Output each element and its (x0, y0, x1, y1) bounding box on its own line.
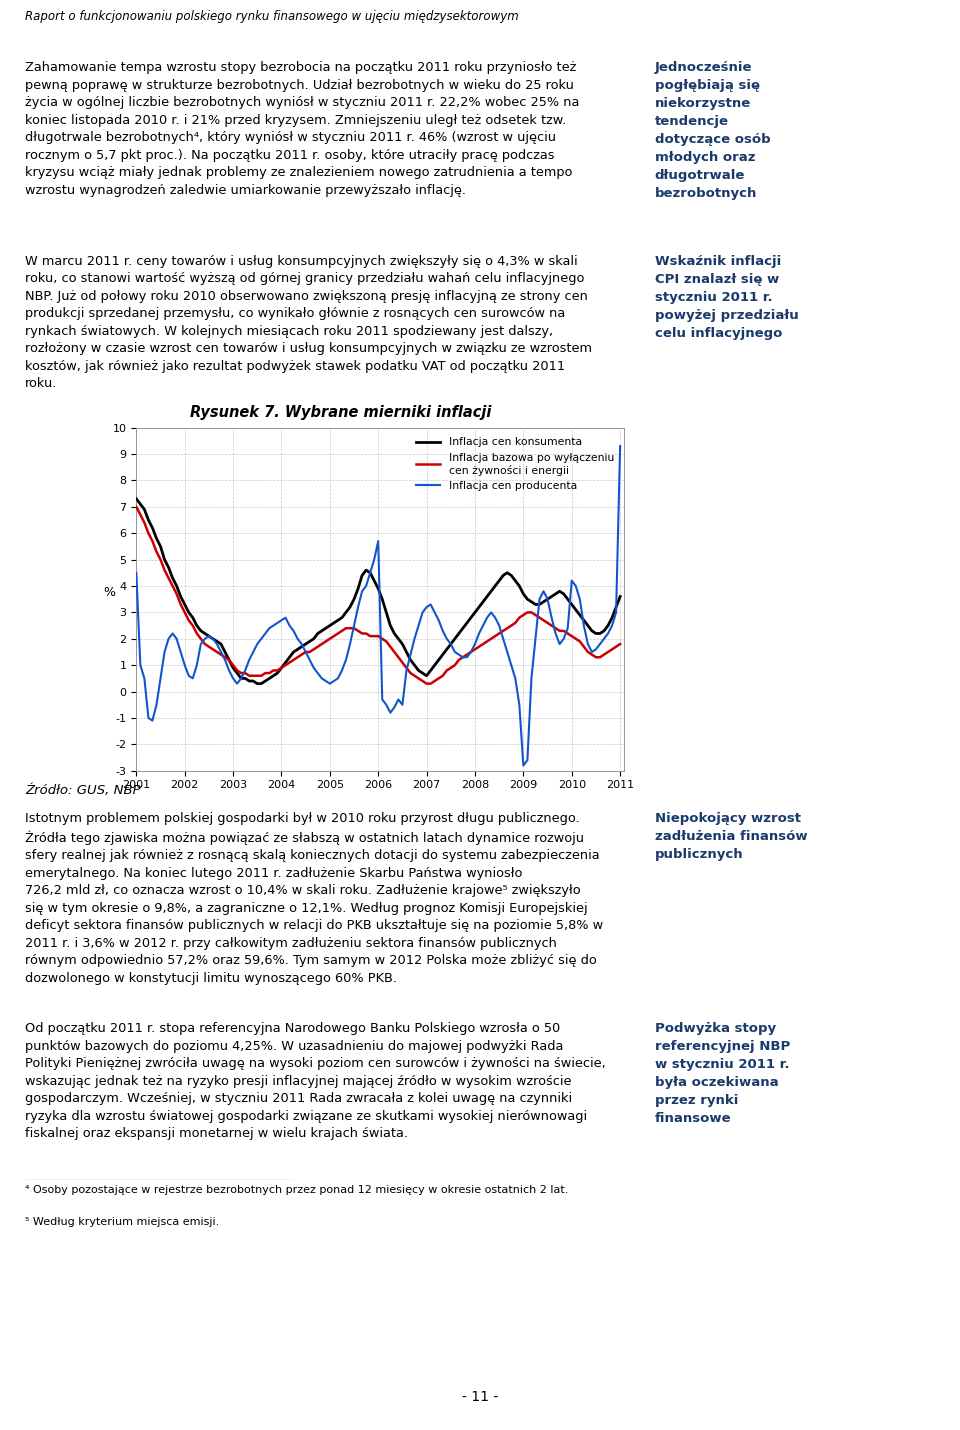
Text: - 11 -: - 11 - (462, 1390, 498, 1404)
Y-axis label: %: % (104, 586, 115, 599)
Text: ⁵ Według kryterium miejsca emisji.: ⁵ Według kryterium miejsca emisji. (25, 1217, 219, 1227)
Text: Jednocześnie
pogłębiają się
niekorzystne
tendencje
dotyczące osób
młodych oraz
d: Jednocześnie pogłębiają się niekorzystne… (655, 61, 770, 200)
Text: ⁴ Osoby pozostające w rejestrze bezrobotnych przez ponad 12 miesięcy w okresie o: ⁴ Osoby pozostające w rejestrze bezrobot… (25, 1185, 568, 1195)
Text: Rysunek 7. Wybrane mierniki inflacji: Rysunek 7. Wybrane mierniki inflacji (190, 406, 492, 420)
Text: Istotnym problemem polskiej gospodarki był w 2010 roku przyrost długu publiczneg: Istotnym problemem polskiej gospodarki b… (25, 812, 603, 985)
Text: Zahamowanie tempa wzrostu stopy bezrobocia na początku 2011 roku przyniosło też
: Zahamowanie tempa wzrostu stopy bezroboc… (25, 61, 579, 197)
Text: Źródło: GUS, NBP: Źródło: GUS, NBP (25, 784, 140, 797)
Text: W marcu 2011 r. ceny towarów i usług konsumpcyjnych zwiększyły się o 4,3% w skal: W marcu 2011 r. ceny towarów i usług kon… (25, 255, 592, 390)
Legend: Inflacja cen konsumenta, Inflacja bazowa po wyłączeniu
cen żywności i energii, I: Inflacja cen konsumenta, Inflacja bazowa… (412, 433, 618, 495)
Text: Podwyżka stopy
referencyjnej NBP
w styczniu 2011 r.
była oczekiwana
przez rynki
: Podwyżka stopy referencyjnej NBP w stycz… (655, 1022, 790, 1125)
Text: Wskaźnik inflacji
CPI znalazł się w
styczniu 2011 r.
powyżej przedziału
celu inf: Wskaźnik inflacji CPI znalazł się w styc… (655, 255, 799, 339)
Text: Raport o funkcjonowaniu polskiego rynku finansowego w ujęciu międzysektorowym: Raport o funkcjonowaniu polskiego rynku … (25, 10, 518, 23)
Text: Od początku 2011 r. stopa referencyjna Narodowego Banku Polskiego wzrosła o 50
p: Od początku 2011 r. stopa referencyjna N… (25, 1022, 606, 1141)
Text: Niepokojący wzrost
zadłużenia finansów
publicznych: Niepokojący wzrost zadłużenia finansów p… (655, 812, 807, 861)
